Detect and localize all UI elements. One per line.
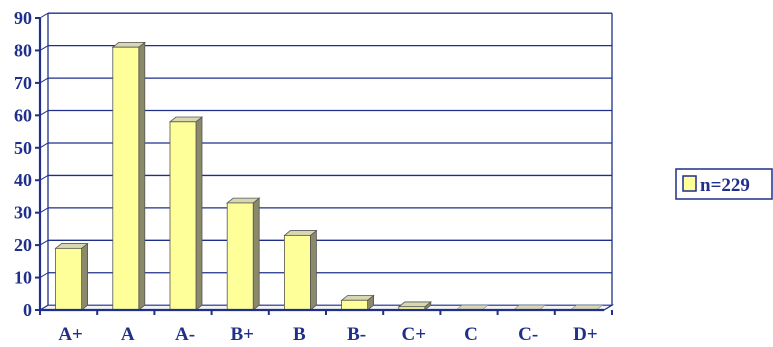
y-tick-labels: 0 10 20 30 40 50 60 70 80 90: [14, 8, 32, 320]
bar: [168, 116, 204, 311]
gridline-connector: [39, 77, 49, 84]
gridline-connector: [39, 45, 49, 51]
bar-front: [283, 234, 311, 311]
bar: [283, 229, 318, 311]
bar-front: [341, 299, 369, 311]
gridline-connector: [39, 174, 49, 181]
gridline-connector: [39, 207, 49, 214]
x-tick-label: A-: [175, 324, 195, 345]
bar-top: [283, 230, 318, 236]
gridline-connector: [39, 12, 49, 19]
y-tick-label: 80: [14, 40, 32, 60]
x-tick-label: C-: [518, 324, 538, 345]
bar-top: [111, 42, 146, 48]
y-tick-label: 40: [14, 170, 32, 190]
bar-front: [169, 121, 197, 311]
bars: [54, 41, 604, 311]
x-tick-label: D+: [573, 324, 598, 345]
bar-top: [168, 116, 204, 123]
bar-front: [55, 247, 82, 311]
x-tick-label: A: [121, 324, 135, 345]
gridline-connector: [39, 142, 49, 149]
y-tick-label: 90: [14, 8, 32, 28]
bar-side: [309, 229, 317, 311]
legend-swatch: [682, 175, 697, 192]
bar: [397, 301, 432, 311]
legend-label: n=229: [700, 175, 750, 196]
bar-top: [54, 243, 89, 249]
x-tick-label: B+: [230, 324, 254, 345]
bar-side: [81, 242, 88, 311]
gridline-connector: [39, 239, 49, 246]
y-tick-label: 0: [23, 300, 32, 320]
x-tick-label: C+: [402, 324, 427, 345]
y-tick-label: 10: [14, 268, 32, 288]
bar: [340, 294, 375, 311]
bar-top: [397, 301, 432, 308]
y-tick-label: 60: [14, 105, 32, 125]
bar: [226, 197, 261, 311]
bar-side: [195, 116, 203, 311]
gridline-connector: [39, 272, 49, 278]
legend: n=229: [675, 168, 773, 200]
x-tick-label: C: [464, 324, 478, 345]
bar-side: [252, 197, 260, 311]
y-tick-label: 20: [14, 235, 32, 255]
y-tick-label: 70: [14, 73, 32, 93]
bar-side: [138, 41, 146, 311]
x-tick-labels: A+ A A- B+ B B- C+ C C- D+: [58, 324, 597, 345]
bar-top: [226, 197, 261, 204]
x-tick-label: B-: [347, 324, 366, 345]
bar: [54, 242, 89, 311]
x-tick-label: A+: [58, 324, 83, 345]
bar-front: [226, 202, 254, 311]
y-tick-label: 50: [14, 138, 32, 158]
x-tick-label: B: [293, 324, 306, 345]
bar: [111, 41, 146, 311]
bar-front: [112, 46, 140, 311]
y-tick-label: 30: [14, 203, 32, 223]
axes: [35, 17, 613, 315]
gridline-connector: [39, 110, 49, 116]
bar-top: [340, 295, 375, 301]
